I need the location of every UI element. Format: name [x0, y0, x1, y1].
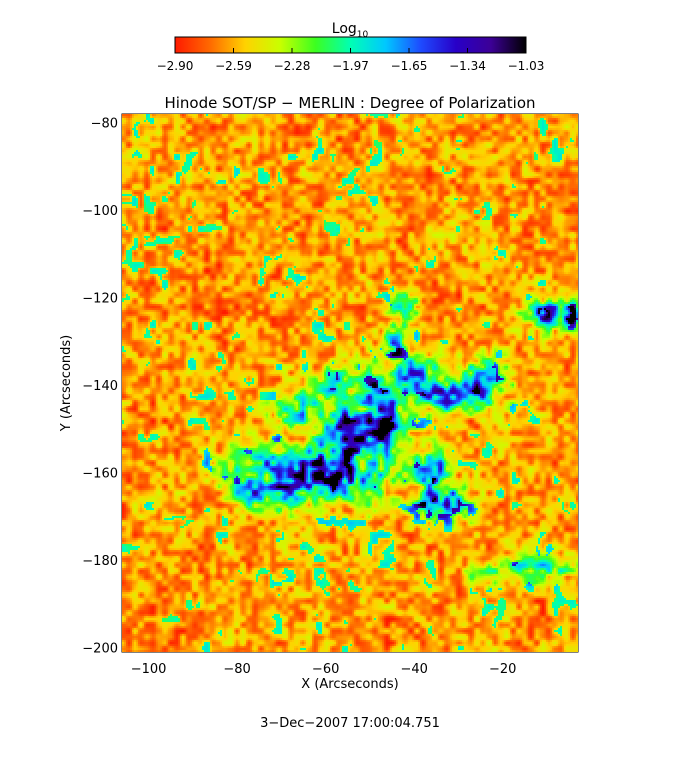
y-tick-label: −100 [82, 204, 118, 219]
colorbar-title-subscript: 10 [357, 30, 369, 40]
colorbar-tick-label: −1.34 [449, 59, 486, 73]
plot-title: Hinode SOT/SP − MERLIN : Degree of Polar… [164, 94, 535, 112]
colorbar-title: Log10 [332, 21, 369, 40]
timestamp: 3−Dec−2007 17:00:04.751 [260, 716, 440, 731]
y-tick-label: −200 [82, 642, 118, 657]
polarization-map-image [122, 114, 578, 652]
colorbar-ticks: −2.90 −2.59 −2.28 −1.97 −1.65 −1.34 −1.03 [157, 48, 545, 73]
colorbar-tick-label: −1.65 [391, 59, 428, 73]
colorbar-tick-label: −1.03 [508, 59, 545, 73]
y-tick-label: −80 [91, 117, 118, 132]
y-axis-label: Y (Arcseconds) [59, 335, 74, 432]
colorbar-tick-label: −2.59 [215, 59, 252, 73]
colorbar-tick-label: −2.28 [274, 59, 311, 73]
colorbar-tick-label: −1.97 [332, 59, 369, 73]
x-axis-label: X (Arcseconds) [301, 677, 398, 692]
y-tick-label: −120 [82, 292, 118, 307]
colorbar-tick-label: −2.90 [157, 59, 194, 73]
x-tick-label: −80 [223, 662, 250, 677]
x-tick-label: −60 [312, 662, 339, 677]
y-tick-label: −180 [82, 554, 118, 569]
x-tick-label: −100 [131, 662, 167, 677]
colorbar: Log10 −2.90 −2.59 −2.28 −1.97 −1.65 −1.34 −1.0… [157, 21, 545, 73]
x-axis-ticks: −100 −80 −60 −40 −20 [125, 114, 570, 677]
y-tick-label: −160 [82, 467, 118, 482]
x-tick-label: −20 [489, 662, 516, 677]
y-tick-label: −140 [82, 379, 118, 394]
x-tick-label: −40 [400, 662, 427, 677]
